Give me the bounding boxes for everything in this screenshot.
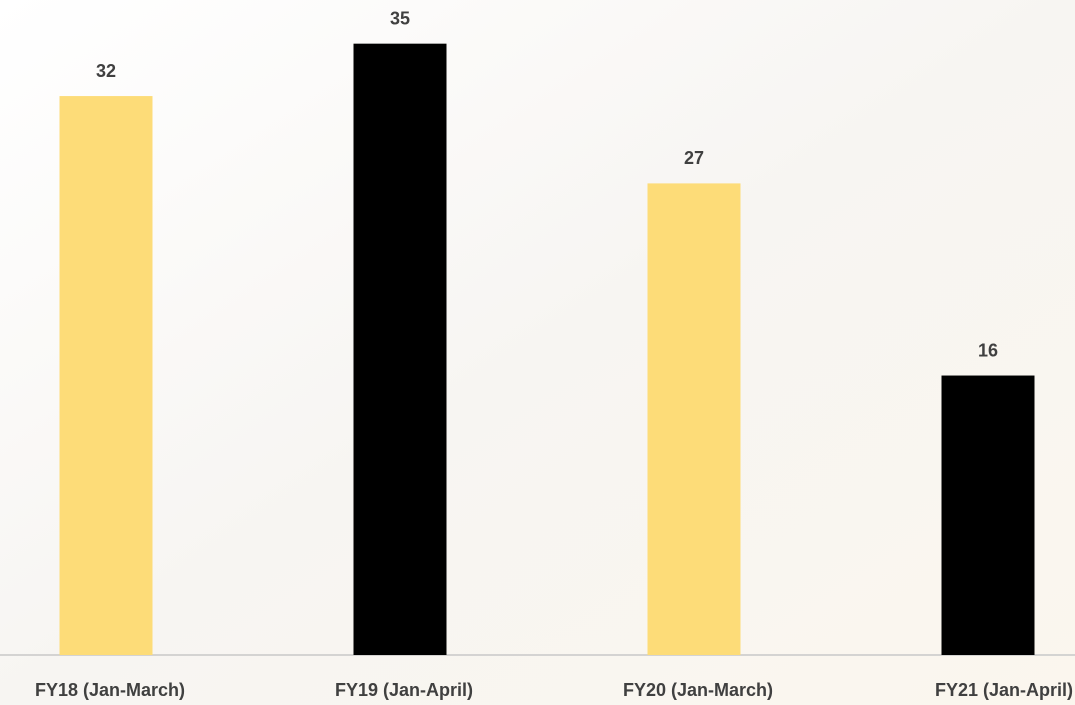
value-label: 32 <box>96 61 116 81</box>
x-tick-label: FY18 (Jan-March) <box>35 680 185 700</box>
x-tick-label: FY19 (Jan-April) <box>335 680 473 700</box>
value-label: 16 <box>978 340 998 360</box>
bar <box>941 375 1035 655</box>
bar <box>647 183 741 655</box>
value-label: 35 <box>390 8 410 28</box>
x-tick-label: FY21 (Jan-April) <box>935 680 1073 700</box>
bar <box>59 96 153 656</box>
x-tick-label: FY20 (Jan-March) <box>623 680 773 700</box>
bar <box>353 43 447 655</box>
value-label: 27 <box>684 148 704 168</box>
